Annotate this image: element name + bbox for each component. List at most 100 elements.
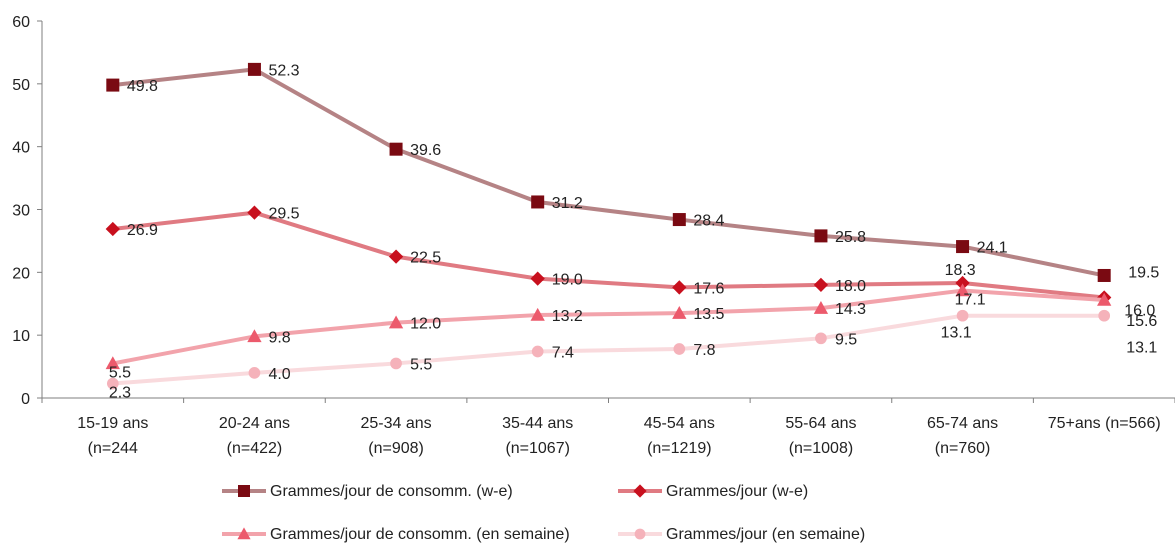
data-label: 5.5 — [109, 364, 131, 381]
data-point-marker — [955, 283, 970, 297]
data-label: 18.0 — [835, 278, 866, 295]
data-label: 2.3 — [109, 385, 131, 402]
x-tick-label: 35-44 ans — [502, 415, 573, 432]
data-point-marker — [955, 275, 970, 291]
data-point-marker — [531, 345, 544, 358]
x-tick-label: 25-34 ans — [360, 415, 431, 432]
x-tick-label: (n=908) — [368, 440, 424, 457]
data-point-marker — [247, 205, 262, 220]
data-label: 5.5 — [410, 356, 432, 373]
data-label: 9.8 — [268, 329, 290, 346]
x-tick-label: (n=1219) — [647, 440, 712, 457]
data-label: 13.1 — [1126, 340, 1157, 357]
data-label: 17.1 — [955, 292, 986, 309]
x-tick-label: 65-74 ans — [927, 415, 998, 432]
x-axis-tick-labels: 15-19 ans (n=244 20-24 ans (n=422) 25-34 ans… — [77, 415, 1160, 457]
data-point-marker — [956, 240, 970, 254]
data-point-marker — [813, 300, 829, 314]
series-3 — [106, 309, 1111, 390]
data-point-marker — [1097, 268, 1111, 282]
data-label: 4.0 — [268, 366, 290, 383]
series-0 — [106, 62, 1111, 282]
data-label: 22.5 — [410, 250, 441, 267]
data-point-marker — [388, 249, 404, 264]
data-label: 28.4 — [693, 213, 724, 230]
data-point-marker — [634, 528, 646, 540]
legend-label: Grammes/jour (en semaine) — [666, 526, 865, 543]
y-tick-label: 30 — [12, 203, 30, 220]
x-tick-label: 15-19 ans — [77, 415, 148, 432]
legend-item: Grammes/jour de consomm. (w-e) — [222, 483, 513, 500]
data-point-marker — [672, 213, 686, 227]
data-label: 13.5 — [693, 306, 724, 323]
data-point-marker — [956, 309, 969, 322]
data-point-marker — [237, 527, 251, 540]
y-tick-label: 0 — [21, 391, 30, 408]
data-label: 9.5 — [835, 331, 857, 348]
data-point-marker — [672, 280, 687, 295]
data-point-marker — [389, 142, 403, 156]
data-point-marker — [388, 315, 404, 329]
data-point-marker — [673, 343, 686, 355]
x-tick-label: 45-54 ans — [644, 415, 715, 432]
data-label: 24.1 — [977, 240, 1008, 257]
data-point-marker — [106, 377, 119, 390]
data-point-marker — [530, 271, 545, 286]
data-label: 13.1 — [941, 325, 972, 342]
data-point-marker — [531, 195, 545, 209]
data-point-marker — [814, 229, 828, 243]
x-tick-label: 20-24 ans — [219, 415, 290, 432]
x-tick-label: 75+ans (n=566) — [1048, 415, 1161, 432]
data-point-marker — [1098, 309, 1111, 322]
data-label: 14.3 — [835, 301, 866, 318]
x-tick-label: 55-64 ans — [785, 415, 856, 432]
legend: Grammes/jour de consomm. (w-e) Grammes/jo… — [222, 483, 865, 543]
data-point-marker — [633, 484, 647, 498]
y-axis-tick-labels: 0 10 20 30 40 50 60 — [12, 14, 30, 408]
x-tick-label: (n=1008) — [789, 440, 854, 457]
data-labels: 49.8 52.3 39.6 31.2 28.4 25.8 24.1 19.5 26.9 29.5… — [109, 62, 1160, 401]
series-line — [112, 288, 1105, 366]
data-point-marker — [105, 356, 120, 370]
data-point-marker — [247, 329, 262, 343]
data-point-marker — [530, 307, 545, 321]
series-group — [105, 62, 1112, 390]
y-tick-label: 20 — [12, 265, 30, 282]
data-label: 17.6 — [693, 280, 724, 297]
data-point-marker — [247, 62, 261, 76]
data-label: 12.0 — [410, 316, 441, 333]
data-point-marker — [813, 277, 829, 293]
data-label: 31.2 — [552, 195, 583, 212]
data-label: 15.6 — [1126, 313, 1157, 330]
legend-item: Grammes/jour (w-e) — [618, 483, 808, 500]
data-label: 52.3 — [268, 62, 299, 79]
data-label: 18.3 — [945, 262, 976, 279]
data-point-marker — [672, 306, 687, 319]
series-1 — [105, 205, 1112, 305]
legend-label: Grammes/jour (w-e) — [666, 483, 808, 500]
data-label: 7.4 — [552, 345, 574, 362]
data-label: 29.5 — [268, 206, 299, 223]
series-line — [112, 313, 1105, 386]
x-tick-label: (n=760) — [935, 440, 991, 457]
data-label: 19.5 — [1128, 264, 1159, 281]
data-label: 25.8 — [835, 229, 866, 246]
y-tick-label: 10 — [12, 328, 30, 345]
legend-item: Grammes/jour de consomm. (en semaine) — [222, 526, 570, 543]
data-label: 26.9 — [127, 222, 158, 239]
data-point-marker — [106, 78, 120, 92]
y-tick-label: 60 — [12, 14, 30, 31]
series-line — [112, 210, 1105, 300]
data-label: 39.6 — [410, 142, 441, 159]
x-tick-label: (n=244 — [88, 440, 138, 457]
legend-item: Grammes/jour (en semaine) — [618, 526, 865, 543]
legend-label: Grammes/jour de consomm. (en semaine) — [270, 526, 570, 543]
data-point-marker — [238, 485, 250, 497]
data-point-marker — [815, 332, 827, 345]
data-point-marker — [390, 357, 402, 370]
y-tick-label: 50 — [12, 77, 30, 94]
data-label: 49.8 — [127, 78, 158, 95]
data-point-marker — [1097, 292, 1112, 306]
series-line — [112, 67, 1105, 278]
